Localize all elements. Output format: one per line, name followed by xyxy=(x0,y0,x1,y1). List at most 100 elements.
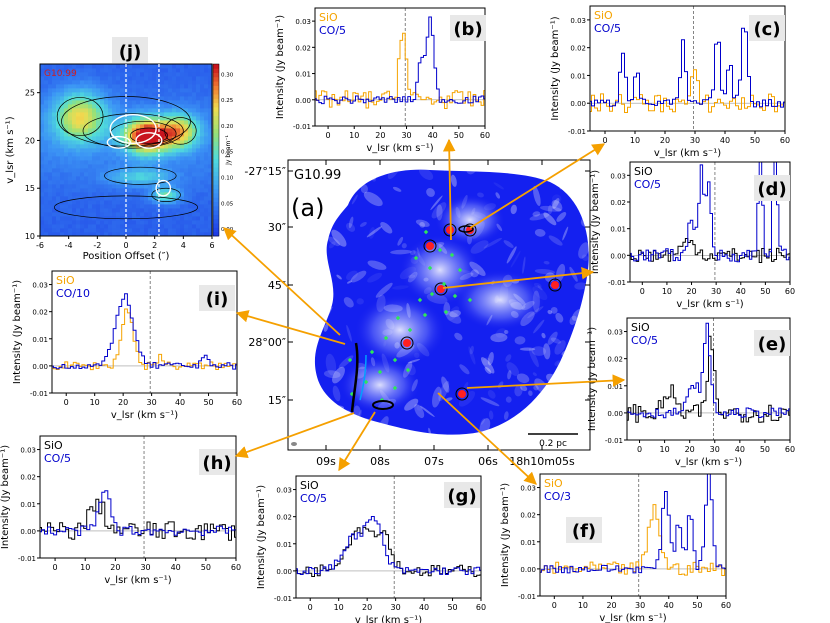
spectrum-panel-i: 0 10 20 30 40 50 60 -0.01 0.00 0.01 0.02 0.03 v_lsr … xyxy=(12,270,242,421)
spectrum-plot-area xyxy=(540,474,726,596)
spectrum-x-tick-label: 30 xyxy=(391,603,401,612)
spectrum-x-tick-label: 10 xyxy=(349,131,359,140)
pv-white-contour xyxy=(155,179,172,197)
map-core xyxy=(426,242,434,250)
spectrum-x-tick-label: 40 xyxy=(171,563,181,572)
map-dec-tick-label: 28°00″ xyxy=(248,336,286,349)
spectrum-co-line xyxy=(627,322,790,419)
pv-xlabel: Position Offset (″) xyxy=(83,251,170,262)
spectrum-y-tick-label: -0.01 xyxy=(608,279,626,287)
map-ra-tick-label: 09s xyxy=(316,455,336,468)
spectrum-ylabel: Intensity (Jy beam⁻¹) xyxy=(590,170,601,274)
spectrum-y-tick-label: 0.03 xyxy=(20,447,36,455)
spectrum-y-tick-label: 0.00 xyxy=(295,97,311,105)
map-source-marker xyxy=(452,293,458,299)
legend-co: CO/5 xyxy=(44,452,71,465)
spectrum-x-tick-label: 50 xyxy=(454,131,464,140)
spectrum-y-tick-label: 0.00 xyxy=(32,363,48,371)
spectrum-y-tick-label: 0.03 xyxy=(520,485,536,493)
spectrum-y-tick-label: 0.01 xyxy=(20,501,36,509)
spectrum-x-tick-label: 20 xyxy=(686,287,696,296)
spectrum-x-tick-label: 20 xyxy=(660,136,670,145)
spectrum-plot-area xyxy=(590,6,785,131)
map-outflow-contour xyxy=(372,400,394,410)
spectrum-y-tick-label: 0.00 xyxy=(570,100,586,108)
spectrum-y-tick-label: 0.03 xyxy=(570,17,586,25)
spectrum-x-tick-label: 30 xyxy=(401,131,411,140)
spectrum-y-tick-label: -0.01 xyxy=(274,595,292,603)
spectrum-x-tick-label: 30 xyxy=(635,601,645,610)
map-outflow-contour xyxy=(350,342,359,413)
map-dec-tick-label: -27°15″ xyxy=(244,165,286,178)
spectrum-x-tick-label: 30 xyxy=(147,398,157,407)
connection-arrow xyxy=(223,227,341,336)
connection-arrow xyxy=(437,392,537,485)
map-source-marker xyxy=(347,357,353,363)
connection-arrow xyxy=(235,310,346,345)
map-core xyxy=(551,281,559,289)
panel-label-bg xyxy=(444,482,480,508)
spectrum-x-tick-label: 30 xyxy=(690,136,700,145)
spectrum-y-tick-label: -0.01 xyxy=(30,390,48,398)
map-source-marker xyxy=(429,291,435,297)
spectrum-y-tick-label: 0.00 xyxy=(520,566,536,574)
legend-sio: SiO xyxy=(319,11,338,24)
map-ra-tick-label: 07s xyxy=(424,455,444,468)
spectrum-x-tick-label: 50 xyxy=(447,603,457,612)
pv-y-tick-label: 10 xyxy=(25,232,35,241)
spectrum-co-line xyxy=(40,490,236,536)
spectrum-co-line xyxy=(630,162,790,263)
pv-contour xyxy=(82,113,184,149)
spectrum-x-tick-label: 20 xyxy=(362,603,372,612)
spectrum-frame xyxy=(629,161,791,283)
spectrum-panel-d: 0 10 20 30 40 50 60 -0.01 0.00 0.01 0.02 0.03 v_lsr … xyxy=(590,161,795,310)
spectrum-x-tick-label: 60 xyxy=(785,445,795,454)
map-source-marker xyxy=(437,247,443,253)
spectrum-plot-area xyxy=(315,8,485,126)
pv-x-tick-label: 2 xyxy=(152,241,157,250)
legend-sio: SiO xyxy=(56,274,75,287)
spectrum-panel-h: 0 10 20 30 40 50 60 -0.01 0.00 0.01 0.02 0.03 v_lsr … xyxy=(0,435,241,586)
spectrum-frame xyxy=(539,473,727,597)
spectrum-xlabel: v_lsr (km s⁻¹) xyxy=(675,457,742,468)
spectrum-y-tick-label: 0.01 xyxy=(607,383,623,391)
spectrum-x-tick-label: 50 xyxy=(760,287,770,296)
spectrum-x-tick-label: 20 xyxy=(118,398,128,407)
map-ra-tick-label: 18h10m05s xyxy=(509,455,575,468)
map-source-marker xyxy=(392,385,398,391)
spectrum-y-tick-label: 0.00 xyxy=(607,410,623,418)
pv-colorbar-tick-label: 0.15 xyxy=(221,150,234,156)
spectrum-x-tick-label: 40 xyxy=(720,136,730,145)
pv-x-tick-label: 4 xyxy=(181,241,186,250)
spectrum-y-tick-label: 0.01 xyxy=(32,336,48,344)
connection-arrow xyxy=(234,412,355,459)
spectrum-xlabel: v_lsr (km s⁻¹) xyxy=(111,410,178,421)
pv-white-contour xyxy=(135,132,163,149)
spectrum-plot-area xyxy=(627,318,790,440)
connection-arrow xyxy=(442,138,456,241)
spectrum-y-tick-label: -0.01 xyxy=(293,123,311,131)
spectrum-ylabel: Intensity (Jy beam⁻¹) xyxy=(275,15,286,119)
pv-colorbar: 0.000.050.100.150.200.250.30 xyxy=(212,63,234,237)
spectrum-ylabel: Intensity (Jy beam⁻¹) xyxy=(550,16,561,120)
map-core-contour xyxy=(434,282,448,296)
pv-colorbar-tick-label: 0.30 xyxy=(221,72,234,78)
map-dec-tick-label: 15″ xyxy=(268,394,286,407)
spectrum-y-tick-label: 0.01 xyxy=(295,71,311,79)
spectrum-x-tick-label: 60 xyxy=(785,287,795,296)
spectrum-y-tick-label: 0.03 xyxy=(32,282,48,290)
spectrum-x-tick-label: 0 xyxy=(326,131,331,140)
panel-label-f: (f) xyxy=(572,521,596,542)
legend-co: CO/10 xyxy=(56,287,90,300)
pv-x-tick-label: -4 xyxy=(65,241,73,250)
spectrum-ylabel: Intensity (Jy beam⁻¹) xyxy=(0,445,11,549)
legend-sio: SiO xyxy=(634,165,653,178)
spectrum-plot-area xyxy=(630,162,790,282)
spectrum-x-tick-label: 0 xyxy=(640,287,645,296)
spectrum-x-tick-label: 30 xyxy=(711,287,721,296)
spectrum-x-tick-label: 40 xyxy=(175,398,185,407)
spectrum-y-tick-label: 0.00 xyxy=(610,252,626,260)
pv-ylabel: v_lsr (km s⁻¹) xyxy=(5,116,16,183)
pv-y-tick-label: 20 xyxy=(25,136,35,145)
spectrum-y-tick-label: 0.03 xyxy=(276,487,292,495)
